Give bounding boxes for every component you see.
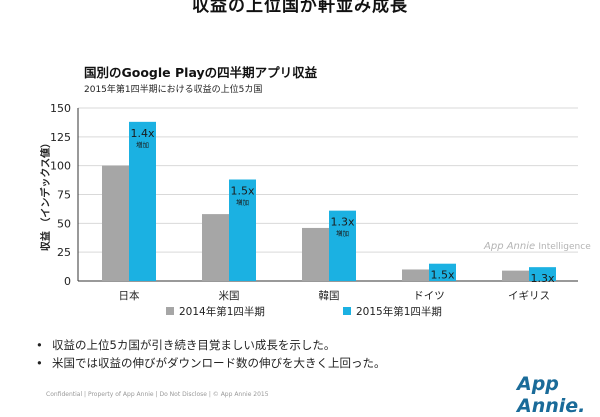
y-tick-label: 0	[64, 275, 71, 288]
bar-2015-q1	[429, 263, 456, 281]
y-tick-label: 75	[57, 189, 71, 202]
y-tick-label: 100	[50, 160, 71, 173]
growth-ratio-label: 1.5x	[430, 269, 454, 282]
x-tick-label: イギリス	[508, 290, 550, 302]
x-tick-label: 米国	[219, 289, 240, 302]
bullet-item: 米国では収益の伸びがダウンロード数の伸びを大きく上回った。	[36, 354, 386, 372]
growth-note-label: 増加	[336, 229, 349, 238]
growth-ratio-label: 1.4x	[130, 127, 154, 140]
growth-ratio-label: 1.5x	[230, 185, 254, 198]
bar-2015-q1	[529, 267, 556, 281]
bar-2015-q1	[329, 210, 356, 281]
y-axis-title: 収益 （インデックス値）	[39, 138, 52, 251]
growth-ratio-label: 1.3x	[530, 272, 554, 285]
bar-2015-q1	[129, 121, 156, 281]
legend-swatch	[166, 307, 174, 315]
footer-text: Confidential | Property of App Annie | D…	[46, 391, 269, 398]
watermark-brand: App Annie	[484, 241, 536, 252]
x-tick-label: 日本	[119, 289, 140, 302]
bar-2014-q1	[502, 270, 529, 281]
watermark: App Annie Intelligence	[484, 241, 591, 252]
bar-2015-q1	[229, 179, 256, 281]
x-tick-label: 韓国	[319, 290, 340, 302]
headline: 収益の上位国が軒並み成長	[192, 0, 408, 16]
legend-label: 2014年第1四半期	[179, 305, 265, 318]
legend-swatch	[343, 307, 351, 315]
bar-2014-q1	[102, 165, 129, 281]
growth-ratio-label: 1.3x	[330, 216, 354, 229]
bullet-item: 収益の上位5カ国が引き続き目覚ましい成長を示した。	[36, 336, 386, 354]
y-tick-label: 150	[50, 102, 71, 115]
chart-title: 国別のGoogle Playの四半期アプリ収益	[84, 65, 318, 80]
app-annie-logo: App Annie.	[517, 373, 586, 417]
bullet-list: 収益の上位5カ国が引き続き目覚ましい成長を示した。 米国では収益の伸びがダウンロ…	[36, 336, 386, 372]
growth-note-label: 増加	[136, 140, 149, 149]
bar-2014-q1	[402, 269, 429, 281]
x-tick-label: ドイツ	[413, 290, 445, 302]
bar-2014-q1	[302, 227, 329, 281]
chart-subtitle: 2015年第1四半期における収益の上位5カ国	[84, 85, 263, 95]
y-tick-label: 125	[50, 131, 71, 144]
watermark-suffix: Intelligence	[538, 242, 591, 252]
y-tick-label: 25	[57, 246, 71, 259]
bar-2014-q1	[202, 214, 229, 281]
y-tick-label: 50	[57, 217, 71, 230]
growth-note-label: 増加	[236, 198, 249, 207]
legend-label: 2015年第1四半期	[356, 305, 442, 318]
